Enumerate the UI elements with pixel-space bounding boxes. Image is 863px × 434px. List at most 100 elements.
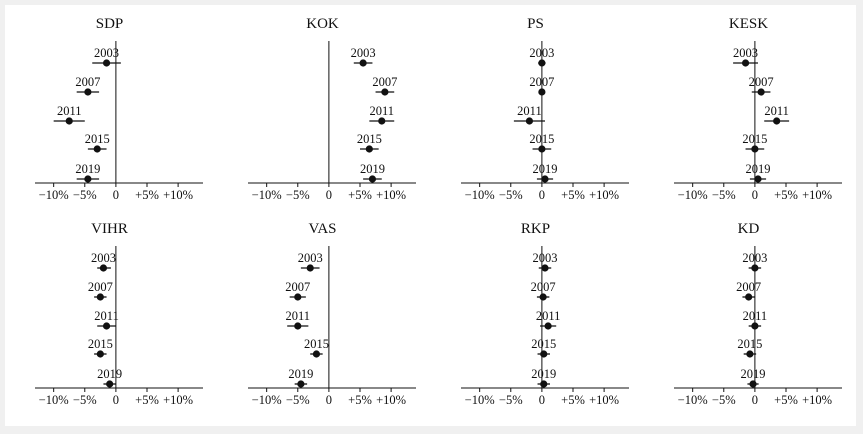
point-kok-2015 <box>365 145 373 153</box>
year-label-kd-2003: 2003 <box>742 251 767 265</box>
x-tick-label-ps: −10% <box>465 188 495 202</box>
x-tick-label-rkp: −5% <box>499 393 523 407</box>
x-tick-label-vihr: +10% <box>163 393 193 407</box>
point-kd-2019 <box>749 380 757 388</box>
panel-title-kok: KOK <box>306 16 339 32</box>
panel-title-kd: KD <box>738 221 760 237</box>
point-rkp-2011 <box>544 322 552 330</box>
year-label-kd-2011: 2011 <box>743 309 768 323</box>
point-sdp-2007 <box>84 88 92 96</box>
point-vihr-2003 <box>99 264 108 272</box>
x-tick-label-sdp: −5% <box>73 188 97 202</box>
point-kok-2003 <box>359 59 367 67</box>
year-label-ps-2003: 2003 <box>529 46 554 60</box>
point-kok-2007 <box>381 88 389 96</box>
year-label-kesk-2011: 2011 <box>764 104 789 118</box>
year-label-kesk-2015: 2015 <box>742 132 767 146</box>
x-tick-label-ps: +10% <box>589 188 619 202</box>
x-tick-label-vas: +5% <box>348 393 372 407</box>
year-label-vihr-2003: 2003 <box>91 251 116 265</box>
x-tick-label-kesk: −10% <box>678 188 708 202</box>
year-label-kok-2003: 2003 <box>351 46 376 60</box>
year-label-sdp-2019: 2019 <box>75 162 100 176</box>
year-label-vihr-2019: 2019 <box>97 367 122 381</box>
year-label-rkp-2011: 2011 <box>536 309 561 323</box>
year-label-kok-2019: 2019 <box>360 162 385 176</box>
x-tick-label-vihr: −10% <box>39 393 69 407</box>
point-kok-2019 <box>368 175 377 183</box>
x-tick-label-ps: +5% <box>561 188 585 202</box>
x-tick-label-rkp: +10% <box>589 393 619 407</box>
point-ps-2011 <box>525 117 534 125</box>
point-vas-2015 <box>312 350 321 358</box>
year-label-kok-2015: 2015 <box>357 132 382 146</box>
point-vas-2011 <box>294 322 302 330</box>
point-rkp-2003 <box>541 264 549 272</box>
point-vas-2007 <box>294 293 302 301</box>
point-sdp-2019 <box>84 175 92 183</box>
point-vihr-2011 <box>102 322 111 330</box>
panel-title-vas: VAS <box>308 221 336 237</box>
x-tick-label-kd: 0 <box>752 393 758 407</box>
x-tick-label-rkp: 0 <box>539 393 545 407</box>
x-tick-label-ps: −5% <box>499 188 523 202</box>
x-tick-label-kok: 0 <box>326 188 332 202</box>
year-label-kesk-2007: 2007 <box>749 75 774 89</box>
year-label-vas-2011: 2011 <box>286 309 311 323</box>
year-label-ps-2011: 2011 <box>517 104 542 118</box>
x-tick-label-kok: +10% <box>376 188 406 202</box>
year-label-kd-2019: 2019 <box>741 367 766 381</box>
year-label-rkp-2015: 2015 <box>531 337 556 351</box>
year-label-vas-2015: 2015 <box>304 337 329 351</box>
year-label-vihr-2011: 2011 <box>94 309 119 323</box>
x-tick-label-kok: +5% <box>348 188 372 202</box>
x-tick-label-vas: −5% <box>286 393 310 407</box>
x-tick-label-vihr: +5% <box>135 393 159 407</box>
year-label-kok-2007: 2007 <box>372 75 397 89</box>
x-tick-label-kesk: −5% <box>712 188 736 202</box>
point-ps-2015 <box>538 145 546 153</box>
point-rkp-2007 <box>539 293 547 301</box>
year-label-kok-2011: 2011 <box>370 104 395 118</box>
point-sdp-2011 <box>65 117 73 125</box>
point-kesk-2003 <box>741 59 750 67</box>
panel-title-sdp: SDP <box>96 16 124 32</box>
year-label-sdp-2007: 2007 <box>75 75 100 89</box>
x-tick-label-kesk: +5% <box>774 188 798 202</box>
point-kd-2011 <box>751 322 759 330</box>
x-tick-label-vihr: −5% <box>73 393 97 407</box>
point-vihr-2015 <box>96 350 104 358</box>
x-tick-label-kd: −5% <box>712 393 736 407</box>
x-tick-label-sdp: +5% <box>135 188 159 202</box>
x-tick-label-vas: 0 <box>326 393 332 407</box>
x-tick-label-kd: +5% <box>774 393 798 407</box>
point-kok-2011 <box>378 117 386 125</box>
year-label-vas-2007: 2007 <box>285 280 310 294</box>
x-tick-label-vas: +10% <box>376 393 406 407</box>
x-tick-label-kok: −5% <box>286 188 310 202</box>
point-sdp-2003 <box>102 59 111 67</box>
panel-title-ps: PS <box>527 16 544 32</box>
year-label-vas-2019: 2019 <box>288 367 313 381</box>
x-tick-label-kd: +10% <box>802 393 832 407</box>
panel-title-vihr: VIHR <box>91 221 128 237</box>
point-vas-2003 <box>306 264 314 272</box>
year-label-vihr-2007: 2007 <box>88 280 113 294</box>
year-label-kd-2015: 2015 <box>737 337 762 351</box>
x-tick-label-sdp: −10% <box>39 188 69 202</box>
x-tick-label-kok: −10% <box>252 188 282 202</box>
point-ps-2019 <box>541 175 549 183</box>
panel-title-kesk: KESK <box>729 16 768 32</box>
point-ps-2007 <box>538 88 546 96</box>
year-label-kd-2007: 2007 <box>736 280 761 294</box>
x-tick-label-sdp: +10% <box>163 188 193 202</box>
year-label-kesk-2019: 2019 <box>746 162 771 176</box>
point-ps-2003 <box>538 59 546 67</box>
year-label-ps-2015: 2015 <box>529 132 554 146</box>
x-tick-label-rkp: −10% <box>465 393 495 407</box>
year-label-sdp-2003: 2003 <box>94 46 119 60</box>
year-label-sdp-2011: 2011 <box>57 104 82 118</box>
point-rkp-2015 <box>540 350 548 358</box>
x-tick-label-kesk: 0 <box>752 188 758 202</box>
point-rkp-2019 <box>540 380 548 388</box>
